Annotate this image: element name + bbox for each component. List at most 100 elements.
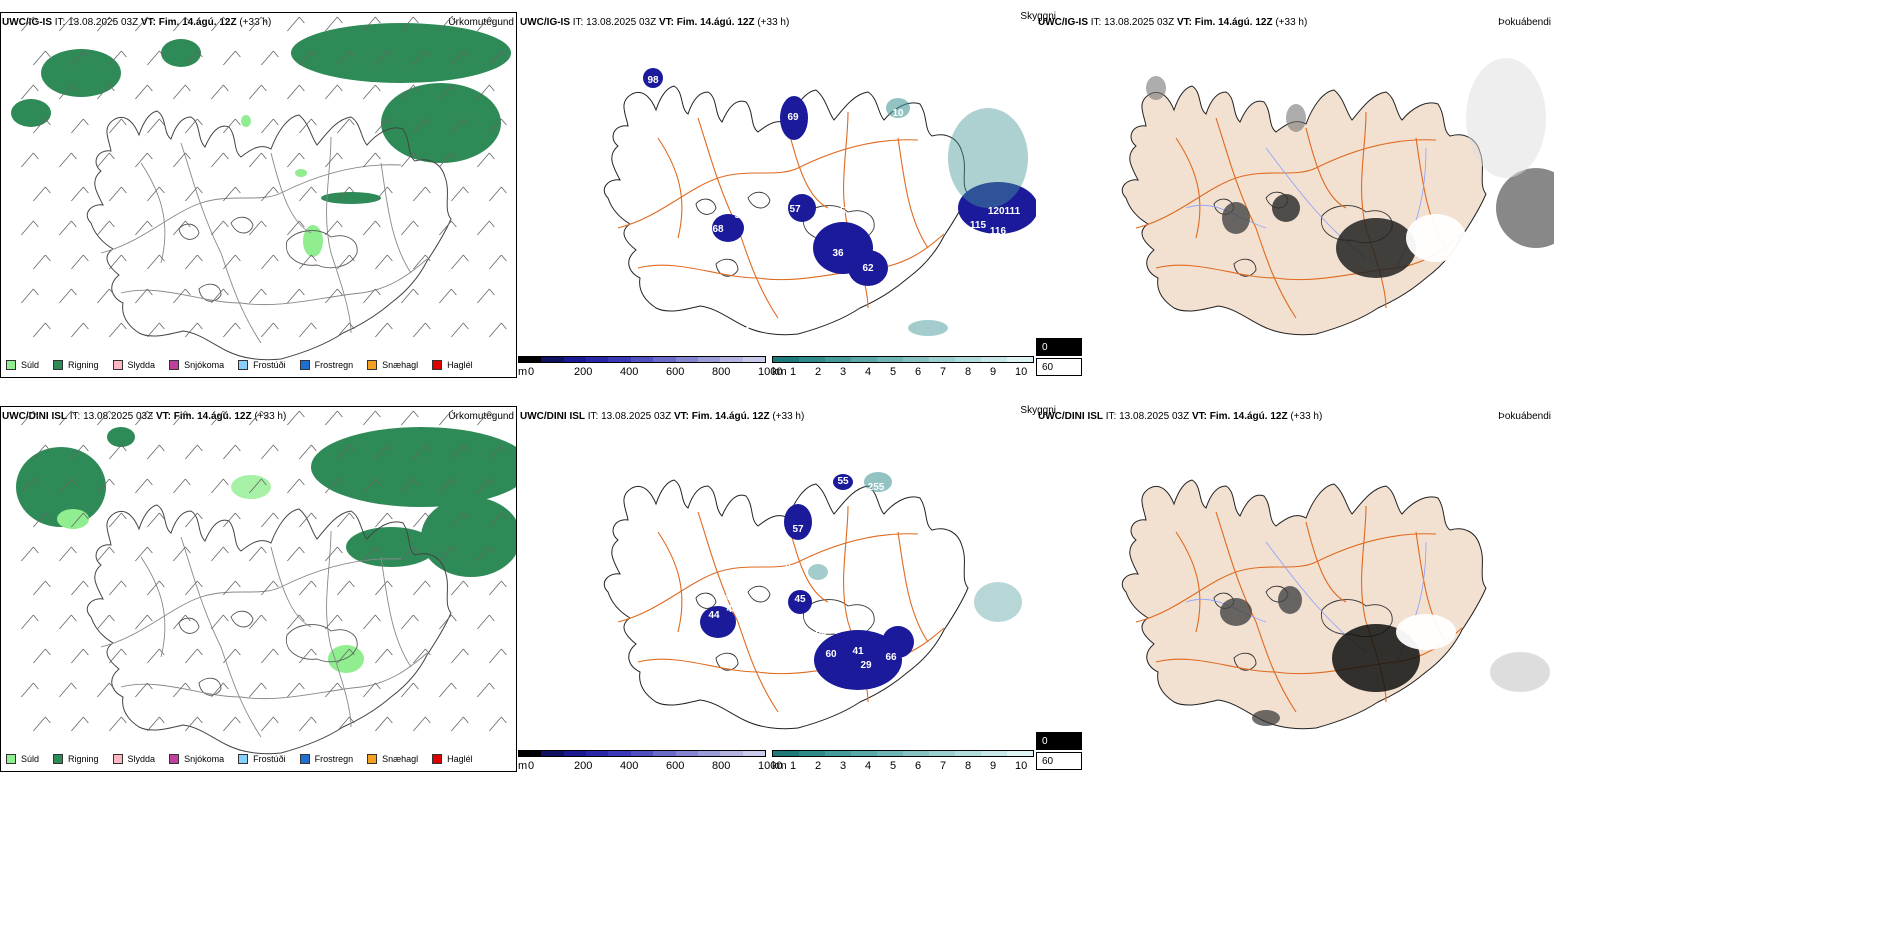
ceiling-unit: m <box>518 760 528 772</box>
legend-item: Snæhagl <box>367 754 418 764</box>
colorbar-segment <box>608 751 631 756</box>
ceiling-value-label: 10 <box>892 108 904 119</box>
visibility-ticks: km 1 2 3 4 5 6 7 8 9 10 <box>772 366 1034 380</box>
visibility-tick: 2 <box>815 760 822 772</box>
fog-indicator-panel-0: UWC/IG-IS IT: 13.08.2025 03Z VT: Fim. 14… <box>1036 8 1554 380</box>
legend-label: Snjókoma <box>184 754 225 764</box>
legend-swatch <box>112 360 123 370</box>
visibility-tick: 8 <box>965 366 972 378</box>
colorbar-segment <box>929 751 955 756</box>
colorbar-segment <box>630 751 654 756</box>
offshore-ceiling-label: 120111 <box>988 206 1021 217</box>
colorbar-segment <box>697 357 721 362</box>
ceiling-value-label: 45 <box>794 594 806 605</box>
ceiling-map: 55 255 57 9 48 48 44 45 52 65 60 41 66 29 43 <box>518 422 1036 747</box>
precip-type-panel-1: UWC/DINI ISL IT: 13.08.2025 03Z VT: Fim.… <box>0 402 517 774</box>
colorbar-segment <box>720 357 743 362</box>
legend-swatch <box>53 360 64 370</box>
legend-item: Haglél <box>432 754 473 764</box>
ceiling-value-label: 58 <box>734 210 746 221</box>
legend-label: Slydda <box>127 754 156 764</box>
precip-legend: Súld Rigning Slydda Snjókoma Frostúði Frostre… <box>6 754 487 764</box>
ceiling-tick: 400 <box>620 366 639 378</box>
colorbar-segment <box>1007 751 1033 756</box>
lead-time: (+33 h) <box>772 411 805 422</box>
valid-time: VT: Fim. 14.ágú. 12Z <box>155 411 252 422</box>
model-name: UWC/DINI ISL <box>2 411 67 422</box>
model-name: UWC/DINI ISL <box>1038 411 1103 422</box>
ceiling-value-label: 36 <box>832 248 844 259</box>
legend-item: Slydda <box>112 360 156 370</box>
visibility-tick: 3 <box>840 366 847 378</box>
legend-label: Frostregn <box>314 360 354 370</box>
precip-panel-title: Úrkomutegund <box>448 17 514 28</box>
legend-label: Frostregn <box>314 754 354 764</box>
offshore-ceiling-label: 107 <box>1008 234 1025 245</box>
ceiling-value-label: 48 <box>712 320 724 331</box>
colorbar-segment <box>720 751 743 756</box>
fog-indicator-panel-1: UWC/DINI ISL IT: 13.08.2025 03Z VT: Fim.… <box>1036 402 1554 774</box>
ceiling-tick: 600 <box>666 760 685 772</box>
visibility-tick: 9 <box>990 366 997 378</box>
colorbar-segment <box>653 357 676 362</box>
ceiling-value-label: 255 <box>868 482 885 493</box>
colorbar-segment <box>675 751 698 756</box>
fog-key-min-swatch <box>1036 358 1082 376</box>
colorbar-segment <box>586 357 609 362</box>
legend-label: Snjókoma <box>184 360 225 370</box>
colorbar-segment <box>519 751 542 756</box>
ceiling-value-label: 48 <box>724 592 736 603</box>
colorbar-segment <box>799 751 825 756</box>
legend-item: Súld <box>6 360 39 370</box>
colorbar-segment <box>541 751 564 756</box>
colorbar-segment <box>851 751 877 756</box>
ceiling-value-label: 98 <box>647 75 659 86</box>
legend-swatch <box>367 360 378 370</box>
fog-map-svg <box>1121 58 1554 336</box>
legend-label: Haglél <box>447 754 473 764</box>
model-name: UWC/IG-IS <box>520 17 570 28</box>
panel-header: UWC/DINI ISL IT: 13.08.2025 03Z VT: Fim.… <box>520 411 804 423</box>
panel-header: UWC/IG-IS IT: 13.08.2025 03Z VT: Fim. 14… <box>1038 17 1307 29</box>
legend-swatch <box>432 754 443 764</box>
legend-item: Rigning <box>53 754 99 764</box>
ceiling-value-label: 52 <box>825 609 837 620</box>
colorbar-segment <box>541 357 564 362</box>
legend-swatch <box>432 360 443 370</box>
ceiling-value-label: 68 <box>712 224 724 235</box>
visibility-ticks: km 1 2 3 4 5 6 7 8 9 10 <box>772 760 1034 774</box>
legend-label: Frostúði <box>253 360 286 370</box>
colorbar-segment <box>608 357 631 362</box>
colorbar-segment <box>981 751 1007 756</box>
legend-swatch <box>367 754 378 764</box>
init-time: IT: 13.08.2025 03Z <box>54 17 139 28</box>
visibility-colorbar <box>772 356 1034 363</box>
lead-time: (+33 h) <box>1275 17 1308 28</box>
fog-key-max-label: 60 <box>1042 362 1054 373</box>
ceiling-tick: 0 <box>528 366 535 378</box>
legend-label: Slydda <box>127 360 156 370</box>
visibility-tick: 5 <box>890 760 897 772</box>
colorbar-segment <box>929 357 955 362</box>
fog-map-svg <box>1121 479 1550 730</box>
visibility-unit: km <box>772 366 787 378</box>
legend-item: Snjókoma <box>169 754 224 764</box>
visibility-tick: 4 <box>865 760 872 772</box>
visibility-tick: 10 <box>1015 366 1028 378</box>
visibility-tick: 3 <box>840 760 847 772</box>
iceland-coastline <box>86 504 452 755</box>
legend-item: Frostúði <box>238 360 286 370</box>
visibility-colorbar <box>772 750 1034 757</box>
ceiling-value-label: 70 <box>930 120 942 131</box>
visibility-panel-title: Skyggni <box>1020 405 1056 416</box>
legend-item: Haglél <box>432 360 473 370</box>
ceiling-value-label: 76 <box>868 182 880 193</box>
visibility-tick: 8 <box>965 760 972 772</box>
ceiling-tick: 200 <box>574 366 593 378</box>
legend-swatch <box>169 754 180 764</box>
legend-item: Frostregn <box>299 754 354 764</box>
colorbar-segment <box>825 751 851 756</box>
offshore-ceiling-label: 116 <box>990 226 1007 237</box>
ceiling-value-label: 9 <box>785 562 791 573</box>
